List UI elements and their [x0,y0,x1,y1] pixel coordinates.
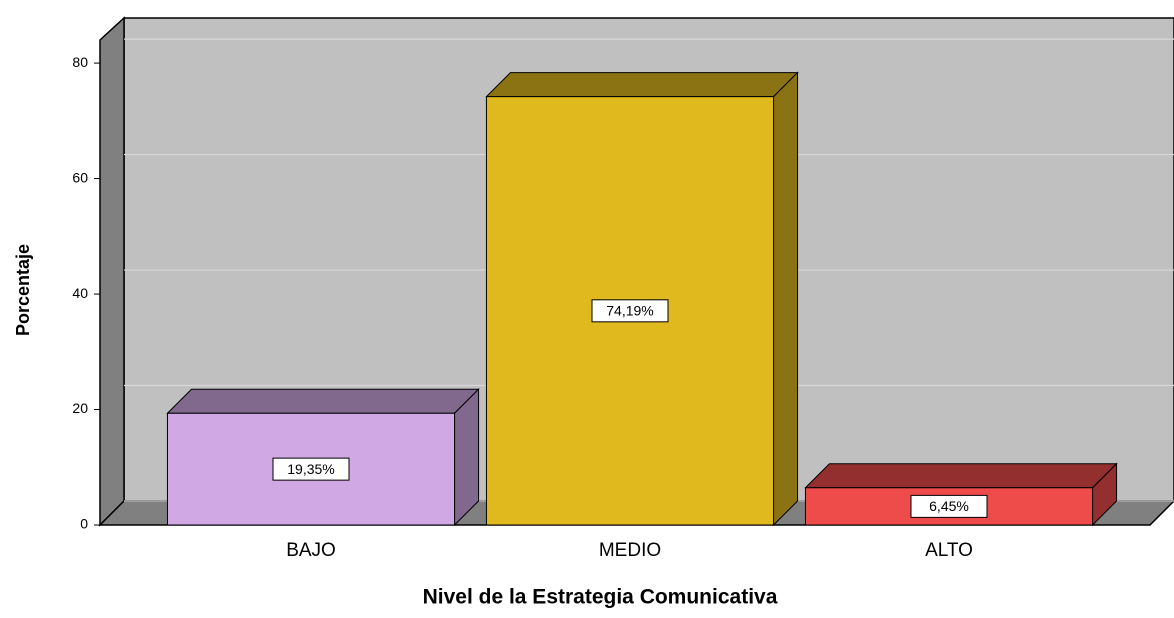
bar-top [166,388,480,414]
value-label: 6,45% [929,498,969,514]
y-tick-label: 20 [72,400,88,416]
bar-side [454,388,480,527]
x-tick-label: BAJO [286,540,336,561]
y-tick-label: 0 [80,516,88,532]
x-tick-label: ALTO [925,540,973,561]
left-wall [99,16,125,527]
value-label: 19,35% [287,461,334,477]
x-axis-title: Nivel de la Estrategia Comunicativa [423,586,778,609]
bar-top [804,463,1118,489]
x-tick-label: MEDIO [599,540,661,561]
y-tick-label: 60 [72,169,88,185]
value-label-box [591,299,669,323]
value-label-box [272,457,350,481]
bar-side [773,71,799,527]
y-tick-label: 40 [72,285,88,301]
bar-top [485,72,799,98]
y-axis-title: Porcentaje [13,244,33,336]
y-tick-label: 80 [72,54,88,70]
value-label-box [910,494,988,518]
value-label: 74,19% [606,303,653,319]
